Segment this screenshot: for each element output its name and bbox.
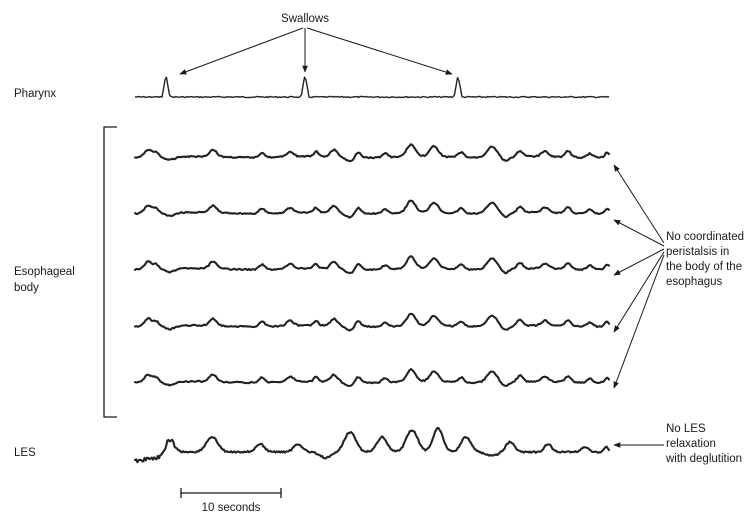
swallows-label: Swallows bbox=[281, 13, 329, 25]
no-les-relaxation-note: No LES relaxation with deglutition bbox=[665, 423, 742, 465]
no-peristalsis-line-1: No coordinated bbox=[666, 231, 744, 243]
peristalsis-arrow-5 bbox=[613, 254, 665, 389]
swallow-arrow-1 bbox=[179, 27, 304, 75]
pharynx-label: Pharynx bbox=[14, 88, 56, 100]
esophageal-trace-5 bbox=[133, 368, 611, 388]
no-les-relaxation-line-3: with deglutition bbox=[665, 453, 742, 465]
esophageal-body-bracket bbox=[103, 126, 117, 418]
peristalsis-arrow-2 bbox=[613, 219, 665, 247]
pharynx-trace bbox=[134, 76, 610, 99]
no-les-relaxation-line-1: No LES bbox=[666, 423, 706, 435]
no-les-relaxation-line-2: relaxation bbox=[666, 438, 716, 450]
no-peristalsis-line-4: esophagus bbox=[666, 276, 723, 288]
peristalsis-arrow-1 bbox=[613, 164, 665, 244]
esophageal-trace-2 bbox=[133, 199, 611, 219]
esophageal-trace-3 bbox=[133, 255, 611, 275]
no-peristalsis-note: No coordinated peristalsis in the body o… bbox=[666, 231, 747, 288]
esophageal-body-label-line1: Esophageal bbox=[14, 266, 75, 278]
scale-bar bbox=[180, 488, 282, 498]
les-trace bbox=[133, 426, 611, 464]
no-peristalsis-line-2: peristalsis in bbox=[666, 246, 729, 258]
scale-bar-label: 10 seconds bbox=[202, 502, 261, 513]
esophageal-body-label-line2: body bbox=[14, 282, 39, 294]
esophageal-trace-1 bbox=[133, 143, 611, 163]
peristalsis-arrow-4 bbox=[613, 251, 665, 333]
esophageal-body-label: Esophageal body bbox=[14, 266, 78, 294]
esophageal-body-traces bbox=[133, 143, 611, 388]
les-label: LES bbox=[14, 447, 36, 459]
swallow-arrow-3 bbox=[306, 27, 453, 75]
peristalsis-arrow-3 bbox=[613, 248, 665, 276]
esophageal-trace-4 bbox=[133, 312, 611, 332]
no-peristalsis-line-3: the body of the bbox=[666, 261, 742, 273]
